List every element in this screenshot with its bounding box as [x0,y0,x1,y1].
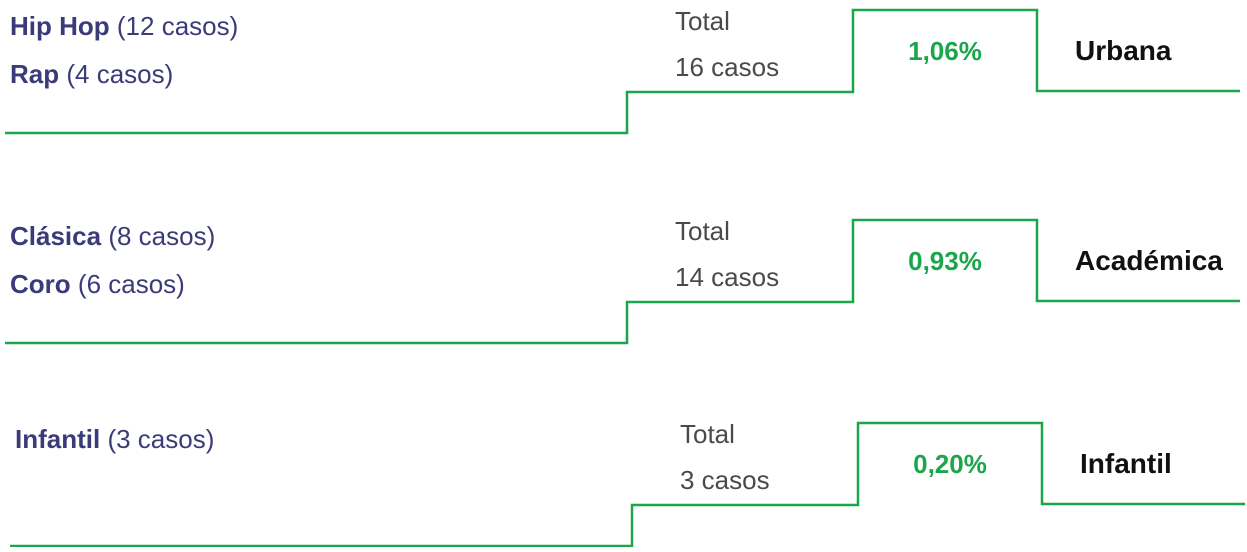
category: Urbana [1075,35,1172,66]
item-count: (6 casos) [78,269,185,299]
total-label: Total [675,6,730,36]
percent: 1,06% [908,36,982,66]
group: Hip Hop (12 casos) Rap (4 casos) Total 16 c… [5,6,1240,135]
item-count: (8 casos) [108,221,215,251]
item: Clásica (8 casos) [10,221,215,251]
step-line [5,8,1240,135]
percent: 0,93% [908,246,982,276]
item-count: (12 casos) [117,11,238,41]
item-name: Clásica [10,221,102,251]
item-name: Rap [10,59,59,89]
category: Infantil [1080,448,1172,479]
step-line [10,421,1245,548]
total-value: 14 casos [675,262,779,292]
item-name: Infantil [15,424,100,454]
item-name: Coro [10,269,71,299]
group: Clásica (8 casos) Coro (6 casos) Total 14 c… [5,216,1240,345]
space [110,11,117,41]
percent: 0,20% [913,449,987,479]
item: Hip Hop (12 casos) [10,11,238,41]
total-label: Total [675,216,730,246]
item-name: Hip Hop [10,11,110,41]
space [100,424,107,454]
group: Infantil (3 casos) Total 3 casos 0,20% Infan… [10,419,1245,548]
total-label: Total [680,419,735,449]
item-count: (3 casos) [107,424,214,454]
category: Académica [1075,245,1223,276]
item: Coro (6 casos) [10,269,185,299]
item-count: (4 casos) [66,59,173,89]
space [71,269,78,299]
item: Infantil (3 casos) [15,424,214,454]
item: Rap (4 casos) [10,59,173,89]
space [59,59,66,89]
total-value: 16 casos [675,52,779,82]
total-value: 3 casos [680,465,770,495]
step-line [5,218,1240,345]
space [101,221,108,251]
